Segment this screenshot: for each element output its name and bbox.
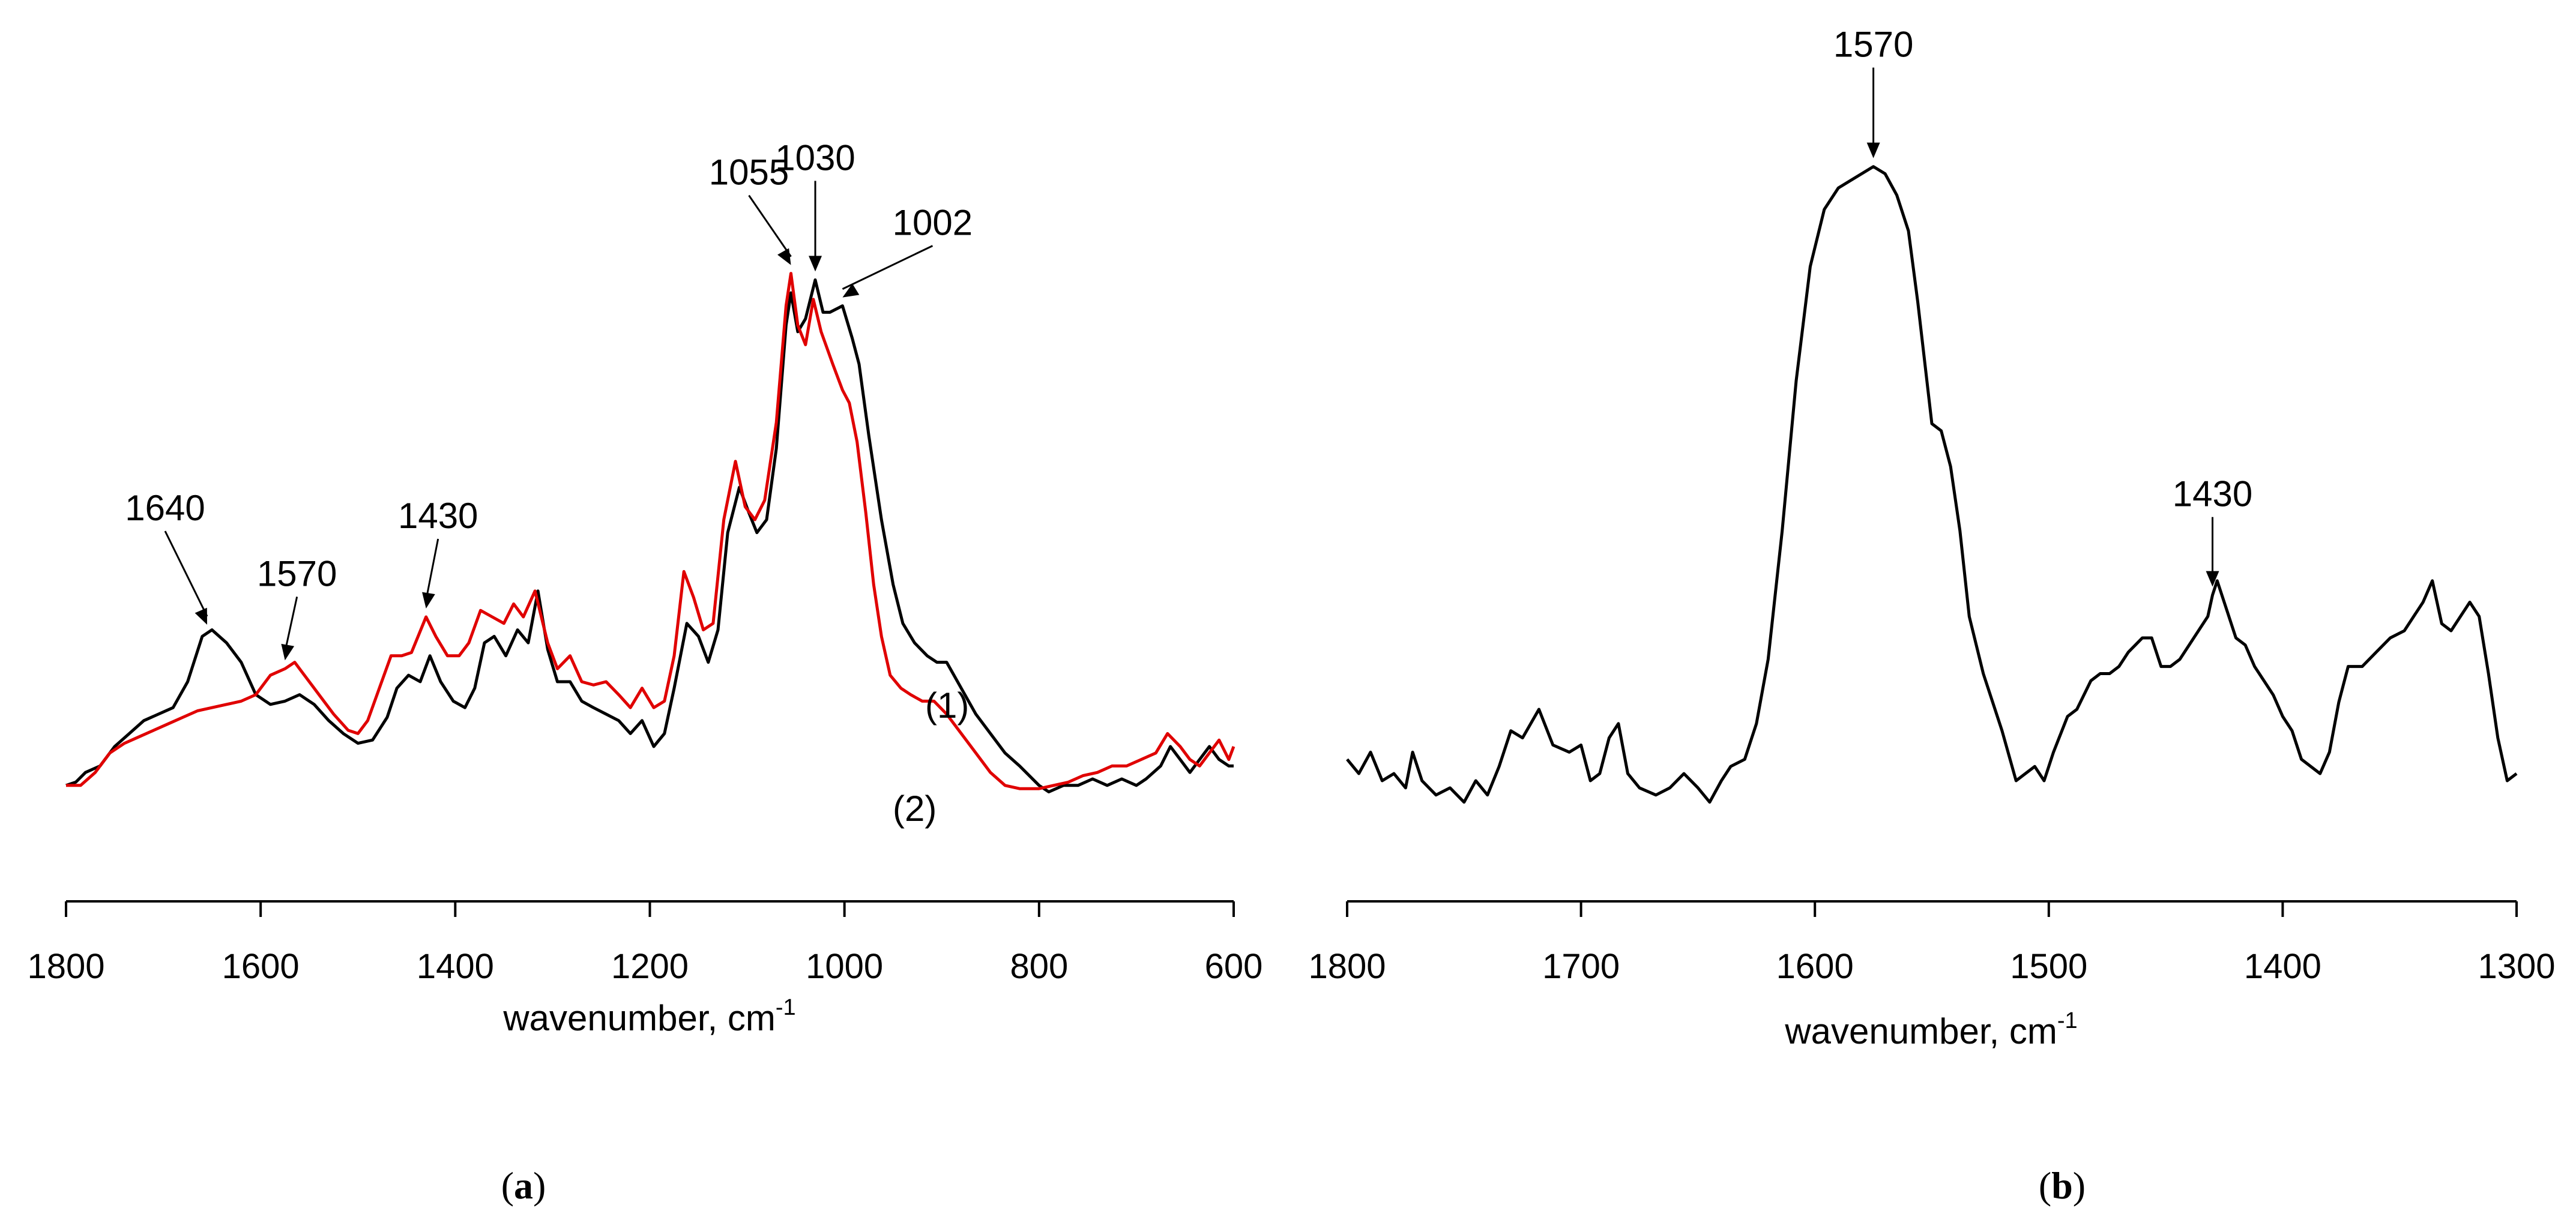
x-tick-label: 1600: [1776, 947, 1854, 986]
panel-b-chart: 1800 1700 1600 1500 1400 1300 1570 1430 wavenu…: [1308, 25, 2555, 1207]
x-tick-label: 1300: [2478, 947, 2555, 986]
x-tick-label: 1200: [611, 947, 689, 986]
annotation-arrow-head: [2206, 571, 2219, 587]
annotation-arrow-line: [164, 530, 208, 617]
panel-a-chart: 1800 1600 1400 1200 1000 800 600 1640157014301…: [27, 137, 1262, 1207]
panel-a-label-letter: a: [514, 1164, 533, 1207]
annotation-arrow-head: [1866, 142, 1880, 158]
peak-label: 1570: [257, 553, 337, 593]
x-tick-label: 1400: [417, 947, 494, 986]
annotation-arrow-line: [748, 194, 792, 257]
panel-b-x-axis-label-sup: -1: [2057, 1008, 2078, 1033]
annotation-arrow-head: [777, 248, 791, 265]
series-line-2: [66, 272, 1235, 790]
annotation-arrow-head: [422, 592, 435, 608]
panel-a-x-ticks: 1800 1600 1400 1200 1000 800 600: [27, 901, 1262, 986]
x-tick-label: 1500: [2010, 947, 2087, 986]
panel-a-x-axis-label: wavenumber, cm-1: [502, 995, 795, 1038]
panel-b-x-ticks: 1800 1700 1600 1500 1400 1300: [1308, 901, 2556, 986]
series-label-1: (1): [925, 685, 969, 726]
panel-b-annotations: 1570 1430: [1833, 25, 2252, 587]
panel-b-label-letter: b: [2051, 1164, 2073, 1207]
peak-label: 1030: [775, 137, 855, 178]
x-tick-label: 1000: [806, 947, 883, 986]
annotation-arrow-line: [842, 245, 934, 290]
annotation-arrow-head: [195, 607, 208, 625]
panel-a-x-axis-label-sup: -1: [776, 995, 796, 1020]
peak-label: 1055: [709, 152, 789, 193]
x-tick-label: 1600: [222, 947, 300, 986]
annotation-arrow-line: [284, 596, 298, 652]
annotation-arrow-line: [425, 538, 439, 601]
x-tick-label: 1400: [2244, 947, 2321, 986]
series-line-1: [65, 278, 1234, 794]
peak-label: 1640: [125, 488, 205, 528]
panel-a-x-axis-label-text: wavenumber, cm: [502, 998, 776, 1038]
peak-label: 1430: [398, 496, 478, 536]
panel-a-series: [65, 272, 1235, 794]
peak-label: 1570: [1833, 25, 1913, 65]
x-tick-label: 1800: [1308, 947, 1386, 986]
annotation-arrow-head: [281, 643, 295, 661]
panel-b-x-axis-label: wavenumber, cm-1: [1784, 1008, 2077, 1051]
annotation-arrow-head: [842, 283, 860, 298]
x-tick-label: 800: [1010, 947, 1068, 986]
series-line-1: [1346, 165, 2518, 804]
panel-b-label: (b): [2039, 1164, 2086, 1207]
series-label-2: (2): [893, 789, 937, 829]
peak-label: 1002: [893, 203, 973, 243]
x-tick-label: 1800: [27, 947, 104, 986]
panel-b-series: [1346, 165, 2518, 804]
peak-label: 1430: [2173, 474, 2252, 514]
panel-a-label: (a): [501, 1164, 546, 1207]
x-tick-label: 600: [1205, 947, 1263, 986]
annotation-arrow-head: [809, 256, 822, 272]
x-tick-label: 1700: [1542, 947, 1620, 986]
panel-b-x-axis-label-text: wavenumber, cm: [1784, 1011, 2057, 1051]
